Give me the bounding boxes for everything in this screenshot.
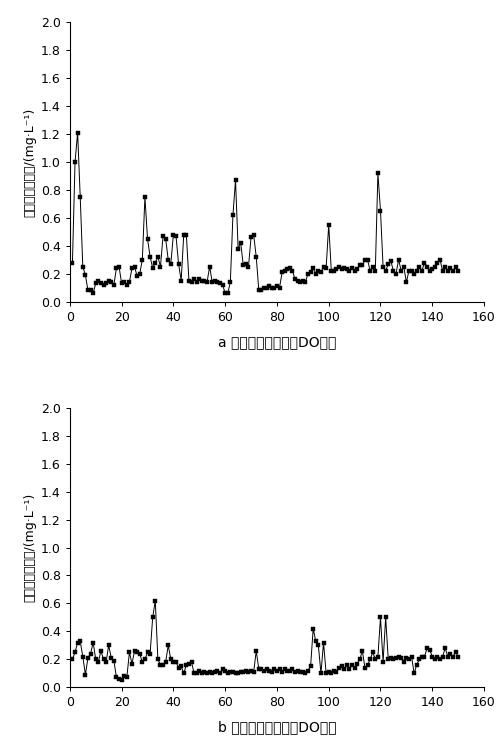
Y-axis label: 末端溶解氧浓度/(mg·L⁻¹): 末端溶解氧浓度/(mg·L⁻¹) — [23, 493, 36, 602]
Y-axis label: 末端溶解氧浓度/(mg·L⁻¹): 末端溶解氧浓度/(mg·L⁻¹) — [23, 107, 36, 217]
X-axis label: b 优化后生物池末端DO情况: b 优化后生物池末端DO情况 — [218, 721, 336, 735]
X-axis label: a 优化前生物池末端DO情况: a 优化前生物池末端DO情况 — [218, 335, 336, 349]
